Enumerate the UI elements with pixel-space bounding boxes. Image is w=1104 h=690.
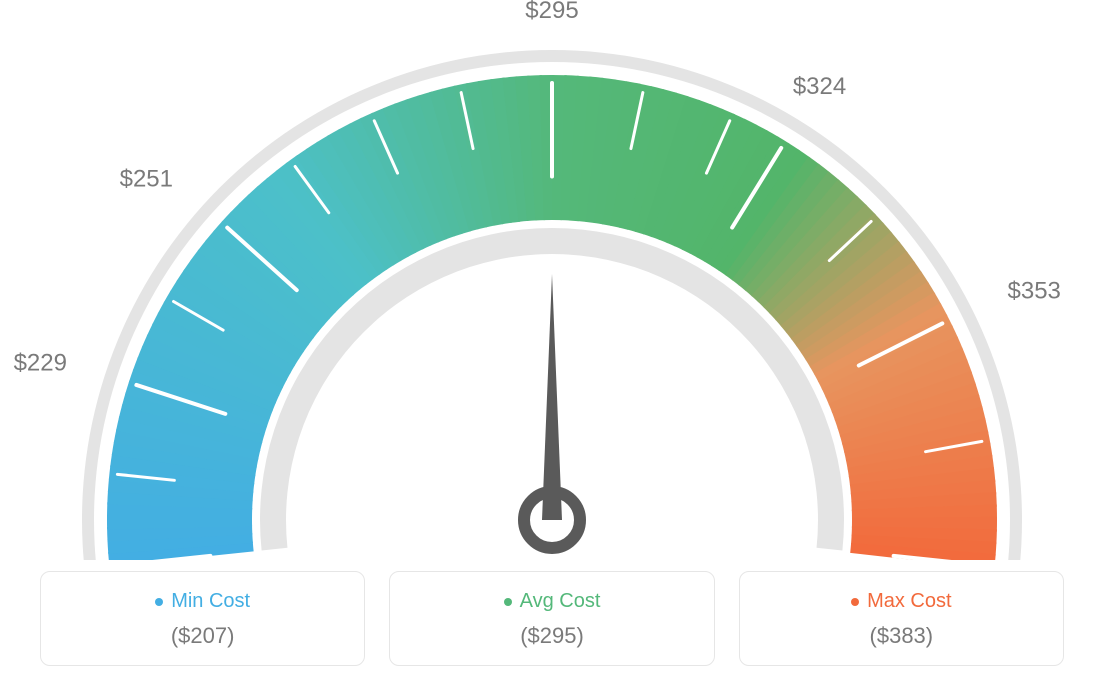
legend-dot-avg xyxy=(504,598,512,606)
legend-value-avg: ($295) xyxy=(400,623,703,649)
legend-title-avg: Avg Cost xyxy=(504,590,601,613)
svg-text:$353: $353 xyxy=(1008,278,1061,305)
legend-value-max: ($383) xyxy=(750,623,1053,649)
legend-value-min: ($207) xyxy=(51,623,354,649)
legend-dot-min xyxy=(155,598,163,606)
gauge-svg: $207$229$251$295$324$353$383 xyxy=(0,0,1104,560)
legend-card-max: Max Cost ($383) xyxy=(739,571,1064,666)
legend-label-min: Min Cost xyxy=(171,590,250,613)
legend-label-max: Max Cost xyxy=(867,590,951,613)
svg-text:$251: $251 xyxy=(120,166,173,193)
legend-label-avg: Avg Cost xyxy=(520,590,601,613)
legend-row: Min Cost ($207) Avg Cost ($295) Max Cost… xyxy=(40,571,1064,666)
cost-gauge: $207$229$251$295$324$353$383 xyxy=(0,0,1104,560)
legend-card-min: Min Cost ($207) xyxy=(40,571,365,666)
legend-card-avg: Avg Cost ($295) xyxy=(389,571,714,666)
legend-title-max: Max Cost xyxy=(851,590,951,613)
legend-title-min: Min Cost xyxy=(155,590,250,613)
legend-dot-max xyxy=(851,598,859,606)
svg-text:$295: $295 xyxy=(525,0,578,24)
svg-text:$324: $324 xyxy=(793,73,846,100)
svg-text:$229: $229 xyxy=(14,349,67,376)
